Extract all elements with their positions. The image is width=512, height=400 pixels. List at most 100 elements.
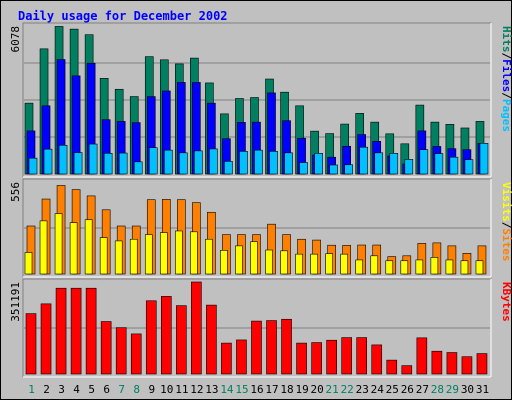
x-tick-label-22: 22 (341, 383, 354, 396)
x-tick-label-8: 8 (133, 383, 140, 396)
bar-sites-19 (295, 253, 303, 275)
bar-kbytes-21 (326, 339, 337, 375)
x-tick-label-6: 6 (103, 383, 110, 396)
bar-pages-6 (103, 153, 113, 175)
bar-kbytes-4 (70, 287, 82, 375)
bar-sites-9 (144, 234, 153, 275)
panel-kbytes: 351191 KBytes (9, 278, 512, 378)
panel-max-label: 351191 (9, 282, 22, 322)
x-tick-label-9: 9 (148, 383, 155, 396)
x-tick-label-26: 26 (401, 383, 414, 396)
legend-kbytes: KBytes (500, 282, 512, 322)
bar-kbytes-5 (85, 287, 97, 375)
bar-pages-15 (239, 151, 248, 175)
bar-sites-31 (475, 260, 484, 275)
bar-sites-21 (325, 253, 333, 275)
bar-pages-17 (269, 151, 278, 175)
bar-kbytes-10 (160, 296, 172, 375)
bar-pages-3 (58, 144, 68, 175)
legend-item-separator: / (500, 53, 512, 60)
legend-item-visits: Visits (500, 182, 512, 222)
x-tick-label-17: 17 (265, 383, 278, 396)
bar-sites-18 (280, 250, 288, 275)
x-tick-label-3: 3 (58, 383, 65, 396)
bar-pages-31 (479, 143, 489, 175)
bar-kbytes-17 (266, 320, 277, 375)
x-tick-label-28: 28 (431, 383, 444, 396)
legend-hits: Hits/Files/Pages (500, 26, 512, 132)
bar-sites-17 (265, 249, 273, 275)
bar-pages-1 (28, 157, 38, 175)
x-tick-label-16: 16 (250, 383, 263, 396)
bar-sites-13 (205, 238, 213, 275)
bar-kbytes-2 (40, 303, 52, 375)
bar-pages-28 (434, 153, 444, 175)
bar-kbytes-20 (311, 342, 322, 375)
bar-pages-24 (374, 152, 384, 175)
x-tick-label-25: 25 (386, 383, 399, 396)
x-tick-label-4: 4 (73, 383, 80, 396)
x-tick-label-14: 14 (220, 383, 234, 396)
bar-sites-7 (114, 240, 123, 275)
legend-item-sites: Sites (500, 228, 512, 261)
bar-pages-13 (209, 148, 218, 175)
bar-pages-7 (118, 152, 128, 175)
bar-kbytes-22 (341, 337, 352, 375)
x-tick-label-19: 19 (295, 383, 308, 396)
x-tick-label-30: 30 (461, 383, 474, 396)
x-tick-label-1: 1 (28, 383, 35, 396)
legend-item-pages: Pages (500, 99, 512, 132)
x-tick-label-15: 15 (235, 383, 248, 396)
bar-sites-5 (84, 219, 93, 275)
x-tick-label-5: 5 (88, 383, 95, 396)
bar-sites-6 (99, 237, 108, 275)
bar-kbytes-25 (386, 359, 398, 375)
panel-max-label: 556 (9, 182, 22, 202)
x-tick-label-24: 24 (371, 383, 385, 396)
bar-pages-23 (359, 146, 369, 175)
bar-pages-25 (389, 153, 399, 175)
bar-pages-22 (344, 164, 353, 175)
series-sites (24, 213, 484, 275)
bar-sites-14 (220, 250, 228, 275)
bar-kbytes-1 (25, 313, 37, 375)
x-tick-label-7: 7 (118, 383, 125, 396)
bar-pages-8 (133, 161, 143, 175)
x-tick-label-10: 10 (160, 383, 173, 396)
bar-sites-15 (235, 245, 243, 275)
bar-sites-20 (310, 253, 318, 275)
bar-sites-22 (340, 253, 348, 275)
bar-sites-25 (385, 260, 394, 275)
bar-kbytes-30 (461, 356, 473, 375)
panel-max-label: 6078 (9, 26, 22, 53)
bar-kbytes-24 (371, 344, 383, 375)
legend-item-separator: / (500, 92, 512, 99)
series-pages (28, 143, 489, 175)
x-tick-label-18: 18 (280, 383, 293, 396)
bar-sites-12 (190, 231, 198, 275)
bar-kbytes-6 (100, 321, 112, 375)
legend-visits: Visits/Sites (500, 182, 512, 262)
bar-pages-12 (194, 150, 203, 175)
bar-kbytes-18 (281, 318, 292, 375)
panel-visits: 556 Visits/Sites (9, 178, 512, 278)
bar-pages-20 (314, 153, 323, 175)
bar-sites-1 (24, 252, 33, 275)
bar-sites-3 (54, 213, 63, 275)
bar-kbytes-13 (206, 304, 217, 375)
bar-sites-11 (175, 230, 183, 275)
bar-sites-23 (355, 259, 364, 275)
bar-sites-28 (430, 257, 439, 275)
bar-sites-4 (69, 222, 78, 275)
x-tick-label-29: 29 (446, 383, 459, 396)
bar-kbytes-23 (356, 337, 368, 375)
x-tick-label-12: 12 (190, 383, 203, 396)
legend-item-files: Files (500, 59, 512, 92)
legend-item-kbytes: KBytes (500, 282, 512, 322)
x-tick-label-27: 27 (416, 383, 429, 396)
bar-kbytes-28 (431, 350, 443, 375)
bar-pages-30 (464, 159, 474, 175)
x-tick-label-2: 2 (43, 383, 50, 396)
